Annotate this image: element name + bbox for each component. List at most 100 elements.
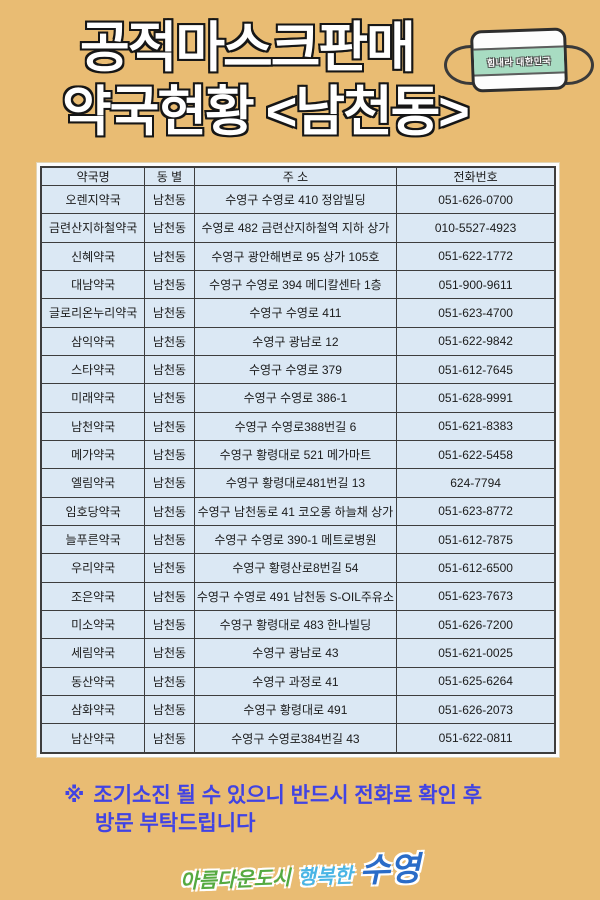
table-cell: 051-622-5458 xyxy=(396,439,556,470)
table-row: 남천약국 남천동 수영구 수영로388번길 6 051-621-8383 xyxy=(40,411,556,441)
table-column-header: 주 소 xyxy=(193,166,398,186)
logo-text-beautiful-city: 아름다운도시 xyxy=(179,867,291,894)
table-cell: 남천동 xyxy=(144,468,195,498)
table-cell: 051-622-1772 xyxy=(396,241,556,271)
table-row: 세림약국 남천동 수영구 광남로 43 051-621-0025 xyxy=(40,638,556,668)
table-row: 스타약국 남천동 수영구 수영로 379 051-612-7645 xyxy=(40,354,556,385)
table-cell: 남산약국 xyxy=(40,723,146,754)
table-row: 글로리온누리약국 남천동 수영구 수영로 411 051-623-4700 xyxy=(40,298,556,328)
table-cell: 남천동 xyxy=(144,439,195,470)
table-cell: 624-7794 xyxy=(396,468,556,498)
table-cell: 금련산지하철약국 xyxy=(40,213,146,243)
table-row: 대남약국 남천동 수영구 수영로 394 메디칼센타 1층 051-900-9611 xyxy=(40,269,556,300)
table-cell: 수영구 수영로 410 정암빌딩 xyxy=(193,184,398,215)
table-cell: 엘림약국 xyxy=(40,468,146,498)
table-cell: 051-626-7200 xyxy=(396,609,556,640)
table-row: 조은약국 남천동 수영구 수영로 491 남천동 S-OIL주유소 051-623-7… xyxy=(40,581,556,611)
table-cell: 메가약국 xyxy=(40,439,146,470)
table-row: 신혜약국 남천동 수영구 광안해변로 95 상가 105호 051-622-1772 xyxy=(40,241,556,271)
table-cell: 051-622-9842 xyxy=(396,326,556,356)
table-cell: 수영로 482 금련산지하철역 지하 상가 xyxy=(193,213,398,243)
table-cell: 남천동 xyxy=(144,553,195,583)
table-cell: 수영구 수영로384번길 43 xyxy=(193,723,398,754)
table-cell: 수영구 수영로 390-1 메트로병원 xyxy=(193,524,398,555)
notice-marker: ※ xyxy=(64,784,85,807)
table-cell: 수영구 광안해변로 95 상가 105호 xyxy=(193,241,398,271)
table-cell: 남천동 xyxy=(144,524,195,555)
table-cell: 글로리온누리약국 xyxy=(40,298,146,328)
table-row: 금련산지하철약국 남천동 수영로 482 금련산지하철역 지하 상가 010-5527… xyxy=(40,213,556,243)
table-cell: 051-628-9991 xyxy=(396,383,556,413)
logo-text-suyeong: 수영 xyxy=(358,849,421,889)
table-cell: 남천동 xyxy=(144,241,195,271)
table-cell: 051-612-6500 xyxy=(396,553,556,583)
notice-text-2: 방문 부탁드립니다 xyxy=(95,812,256,836)
table-cell: 051-612-7875 xyxy=(396,524,556,555)
table-cell: 남천동 xyxy=(144,354,195,385)
table-cell: 051-612-7645 xyxy=(396,354,556,385)
table-cell: 수영구 황령대로481번길 13 xyxy=(193,468,398,498)
table-row: 삼익약국 남천동 수영구 광남로 12 051-622-9842 xyxy=(40,326,556,356)
table-cell: 수영구 황령대로 521 메가마트 xyxy=(193,439,398,470)
table-cell: 남천동 xyxy=(144,298,195,328)
table-cell: 수영구 황령대로 491 xyxy=(193,694,398,725)
table-cell: 남천약국 xyxy=(40,411,146,441)
table-cell: 051-900-9611 xyxy=(396,269,556,300)
table-cell: 삼화약국 xyxy=(40,694,146,725)
table-row: 임호당약국 남천동 수영구 남천동로 41 코오롱 하늘채 상가 051-623-87… xyxy=(40,496,556,526)
table-cell: 임호당약국 xyxy=(40,496,146,526)
pharmacy-table-body: 오렌지약국 남천동 수영구 수영로 410 정암빌딩 051-626-0700 금련산지… xyxy=(40,184,556,754)
table-row: 미래약국 남천동 수영구 수영로 386-1 051-628-9991 xyxy=(40,383,556,413)
table-cell: 051-621-0025 xyxy=(396,638,556,668)
table-cell: 남천동 xyxy=(144,383,195,413)
table-cell: 051-623-8772 xyxy=(396,496,556,526)
logo-text-happy: 행복한 xyxy=(297,865,354,890)
table-cell: 남천동 xyxy=(144,581,195,611)
table-cell: 신혜약국 xyxy=(40,241,146,271)
table-row: 삼화약국 남천동 수영구 황령대로 491 051-626-2073 xyxy=(40,694,556,725)
table-cell: 스타약국 xyxy=(40,354,146,385)
table-cell: 남천동 xyxy=(144,666,195,696)
table-cell: 남천동 xyxy=(144,184,195,215)
table-cell: 수영구 수영로 386-1 xyxy=(193,383,398,413)
table-cell: 조은약국 xyxy=(40,581,146,611)
title-line-1: 공적마스크판매 xyxy=(78,16,418,80)
table-cell: 051-626-0700 xyxy=(396,184,556,215)
table-cell: 수영구 황령대로 483 한나빌딩 xyxy=(193,609,398,640)
table-cell: 수영구 수영로 379 xyxy=(193,354,398,385)
table-cell: 늘푸른약국 xyxy=(40,524,146,555)
table-cell: 수영구 남천동로 41 코오롱 하늘채 상가 xyxy=(193,496,398,526)
page-title: 공적마스크판매 약국현황 <남천동> xyxy=(60,16,472,144)
notice-line-2: 방문 부탁드립니다 xyxy=(64,810,554,838)
table-column-header: 약국명 xyxy=(40,166,146,186)
table-cell: 수영구 황령산로8번길 54 xyxy=(193,553,398,583)
table-cell: 수영구 과정로 41 xyxy=(193,666,398,696)
table-row: 메가약국 남천동 수영구 황령대로 521 메가마트 051-622-5458 xyxy=(40,439,556,470)
table-cell: 수영구 수영로 411 xyxy=(193,298,398,328)
mask-body: 힘내라 대한민국 xyxy=(469,27,569,93)
table-cell: 대남약국 xyxy=(40,269,146,300)
notice: ※ 조기소진 될 수 있으니 반드시 전화로 확인 후 방문 부탁드립니다 xyxy=(64,782,554,839)
notice-text-1: 조기소진 될 수 있으니 반드시 전화로 확인 후 xyxy=(93,784,483,807)
table-cell: 미소약국 xyxy=(40,609,146,640)
table-cell: 수영구 광남로 43 xyxy=(193,638,398,668)
table-row: 남산약국 남천동 수영구 수영로384번길 43 051-622-0811 xyxy=(40,723,556,754)
table-cell: 051-622-0811 xyxy=(396,723,556,754)
title-line-2: 약국현황 <남천동> xyxy=(60,80,472,144)
table-cell: 남천동 xyxy=(144,694,195,725)
table-column-header: 동 별 xyxy=(144,166,195,186)
table-cell: 수영구 수영로 491 남천동 S-OIL주유소 xyxy=(193,581,398,611)
table-cell: 남천동 xyxy=(144,269,195,300)
table-cell: 남천동 xyxy=(144,609,195,640)
table-cell: 미래약국 xyxy=(40,383,146,413)
table-cell: 세림약국 xyxy=(40,638,146,668)
table-cell: 051-623-7673 xyxy=(396,581,556,611)
table-row: 오렌지약국 남천동 수영구 수영로 410 정암빌딩 051-626-0700 xyxy=(40,184,556,215)
table-cell: 수영구 수영로 394 메디칼센타 1층 xyxy=(193,269,398,300)
face-mask-icon: 힘내라 대한민국 xyxy=(444,27,594,96)
table-cell: 남천동 xyxy=(144,411,195,441)
table-cell: 오렌지약국 xyxy=(40,184,146,215)
